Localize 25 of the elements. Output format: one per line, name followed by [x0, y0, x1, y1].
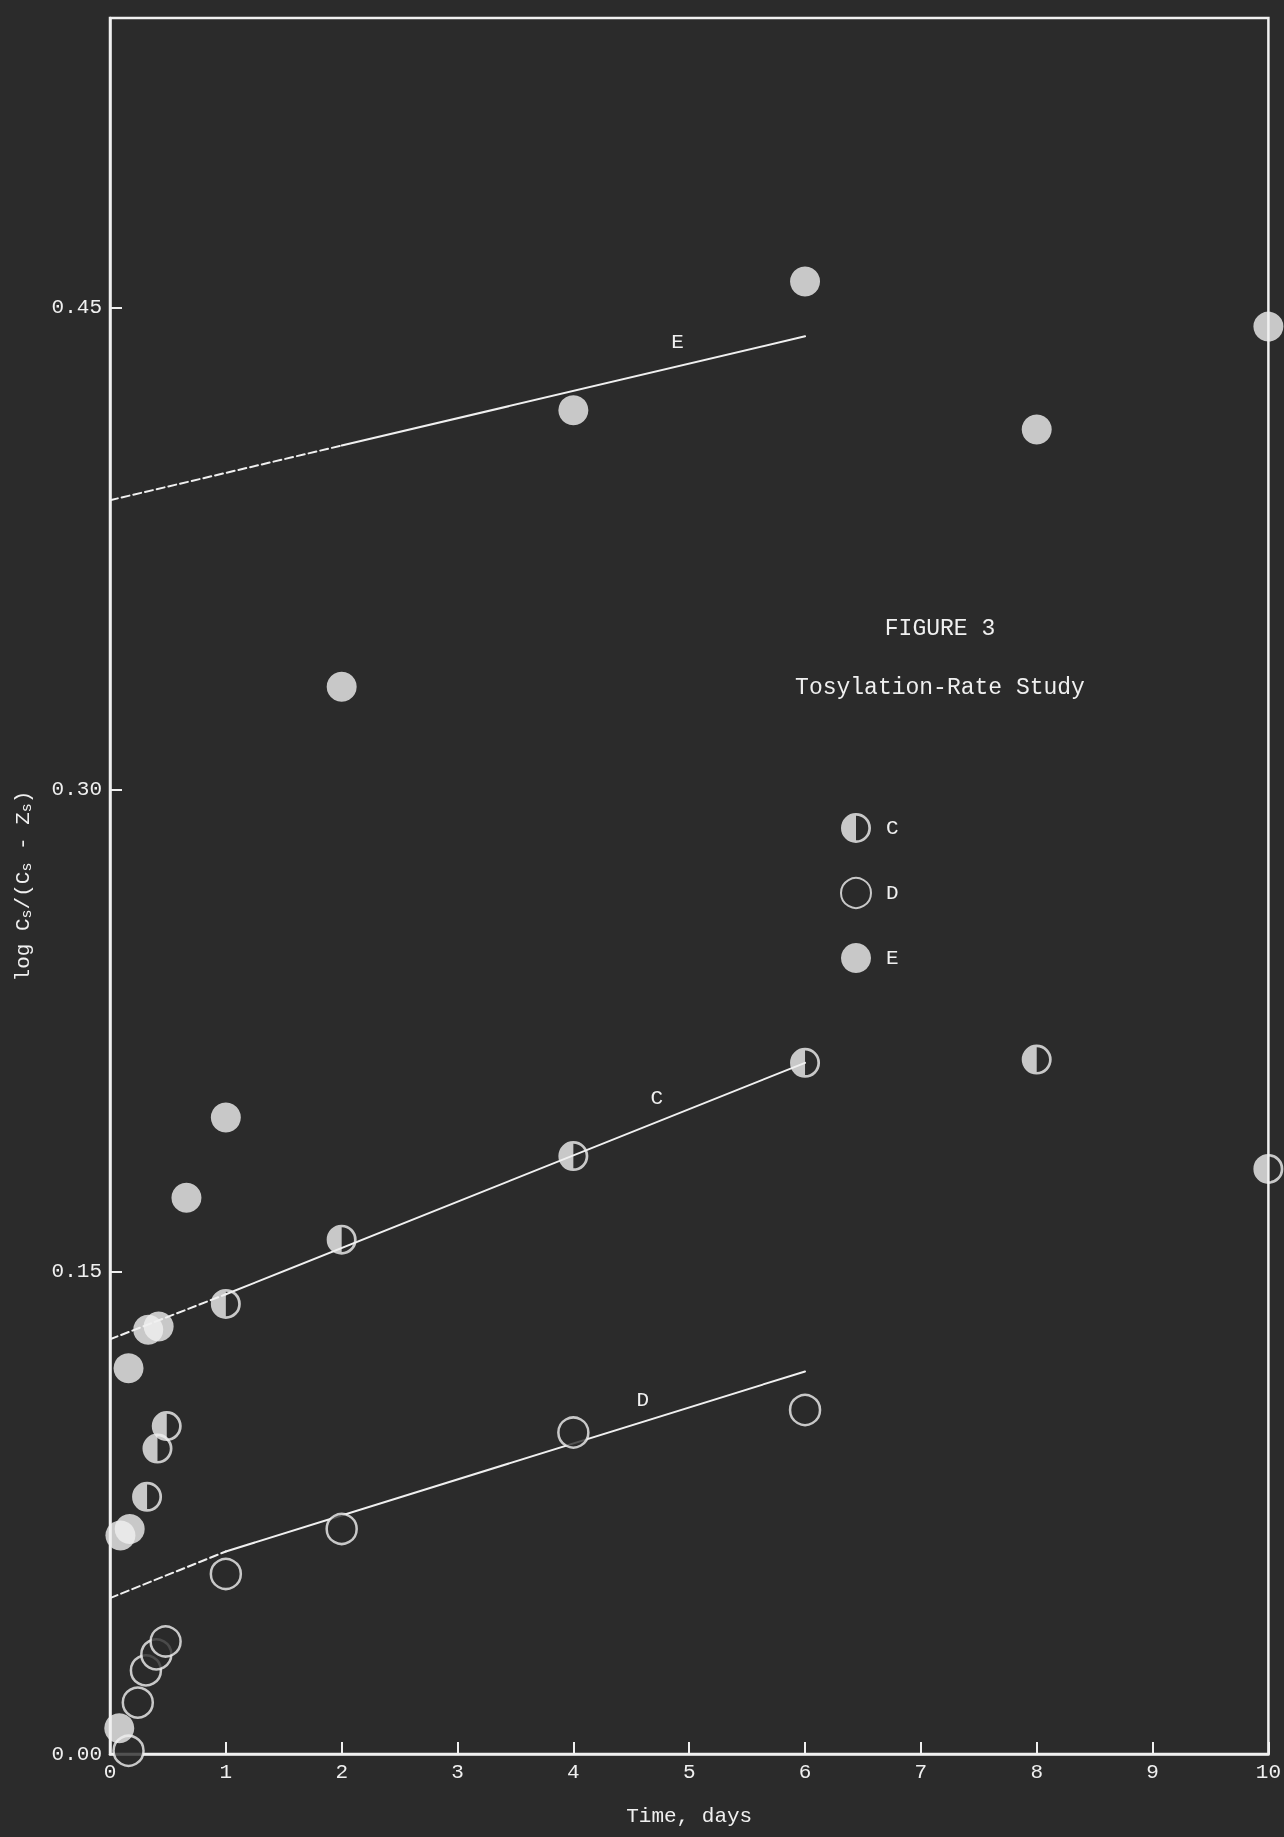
x-axis-title: Time, days — [626, 1805, 753, 1828]
x-tick-label: 10 — [1255, 1761, 1282, 1784]
annotation: E — [671, 331, 684, 355]
x-tick-label: 6 — [798, 1761, 812, 1784]
x-tick-label: 9 — [1146, 1761, 1159, 1784]
legend-label: C — [886, 816, 899, 840]
text: FIGURE 3 — [884, 615, 996, 642]
x-tick-label: 7 — [914, 1761, 928, 1784]
y-tick-label: 0.00 — [51, 1742, 102, 1766]
y-tick-label: 0.15 — [51, 1260, 102, 1284]
annotation: D — [636, 1388, 650, 1412]
x-tick-label: 0 — [103, 1761, 117, 1784]
x-tick-label: 2 — [335, 1761, 348, 1784]
legend-label: D — [886, 881, 899, 905]
x-tick-label: 4 — [567, 1761, 580, 1784]
x-tick-label: 1 — [219, 1761, 233, 1784]
y-axis-title: log Cs/(Cs - Zs) — [12, 790, 36, 982]
y-tick-label: 0.45 — [51, 295, 102, 319]
x-tick-label: 3 — [451, 1761, 464, 1784]
annotation: C — [650, 1086, 664, 1110]
y-tick-label: 0.30 — [51, 778, 102, 802]
legend-label: E — [886, 946, 899, 970]
x-tick-label: 5 — [682, 1761, 696, 1784]
x-tick-label: 8 — [1030, 1761, 1044, 1784]
text: Tosylation-Rate Study — [795, 674, 1086, 701]
